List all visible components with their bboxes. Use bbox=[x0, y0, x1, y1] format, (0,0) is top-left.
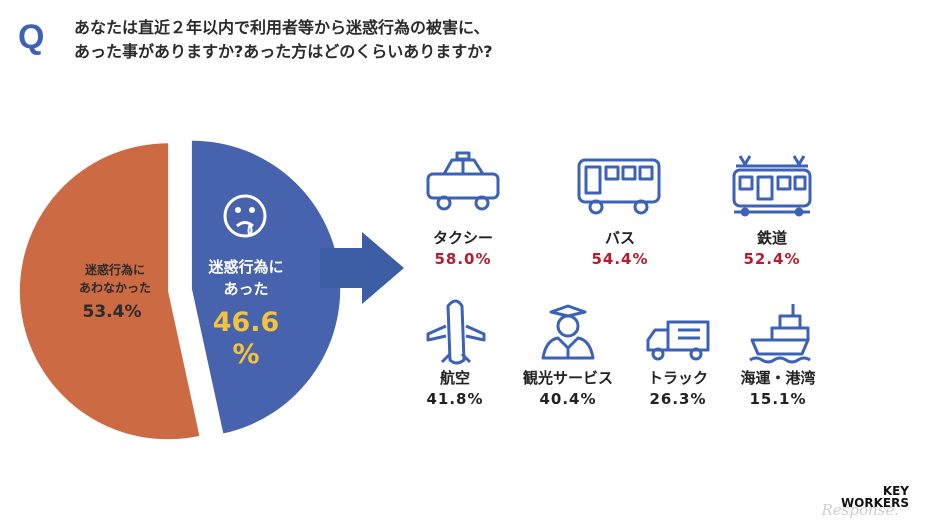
category-air: 航空 41.8% bbox=[405, 368, 505, 410]
category-label: 鉄道 bbox=[756, 229, 787, 247]
arrow-shape bbox=[320, 232, 404, 304]
pie-text-line: あわなかった bbox=[79, 281, 151, 295]
category-truck: トラック 26.3% bbox=[628, 368, 728, 410]
question-text: あなたは直近２年以内で利用者等から迷惑行為の被害に、 あった事がありますか?あっ… bbox=[74, 18, 493, 61]
train-icon bbox=[732, 155, 812, 217]
category-label: タクシー bbox=[432, 229, 493, 247]
pie-label-yes: 迷惑行為にあった bbox=[207, 258, 283, 298]
category-taxi: タクシー 58.0% bbox=[413, 228, 513, 270]
sad-face-icon bbox=[223, 194, 267, 238]
key-workers-logo: KEY WORKERS bbox=[841, 485, 909, 509]
category-value: 15.1% bbox=[749, 390, 807, 408]
pie-text-line: 迷惑行為に bbox=[84, 262, 145, 277]
pie-text-line: あった bbox=[223, 280, 268, 298]
logo-line2: WORKERS bbox=[840, 496, 909, 510]
category-label: バス bbox=[604, 229, 635, 247]
tour-guide-icon bbox=[541, 304, 595, 360]
category-shipping: 海運・港湾 15.1% bbox=[728, 368, 828, 410]
taxi-icon bbox=[426, 151, 500, 211]
pie-slice-no bbox=[19, 143, 200, 440]
category-tourism: 観光サービス 40.4% bbox=[508, 368, 628, 410]
watermark: Response. bbox=[821, 501, 899, 519]
category-value: 26.3% bbox=[649, 390, 707, 408]
pie-text-line: 迷惑行為に bbox=[207, 258, 283, 276]
ship-icon bbox=[749, 304, 811, 364]
category-train: 鉄道 52.4% bbox=[722, 228, 822, 270]
category-label: 海運・港湾 bbox=[740, 369, 816, 387]
category-value: 41.8% bbox=[426, 390, 484, 408]
category-value: 54.4% bbox=[591, 250, 649, 268]
pie-text-line: % bbox=[232, 339, 259, 370]
logo-line1: KEY bbox=[882, 484, 909, 498]
category-label: 航空 bbox=[439, 369, 470, 387]
category-value: 52.4% bbox=[743, 250, 801, 268]
category-bus: バス 54.4% bbox=[570, 228, 670, 270]
pie-text-line: 46.6 bbox=[213, 307, 280, 338]
airplane-icon bbox=[426, 299, 486, 365]
pie-label-no: 迷惑行為にあわなかった bbox=[79, 262, 151, 295]
pie-value-yes: 46.6% bbox=[213, 307, 280, 370]
question-mark: Q bbox=[18, 18, 45, 56]
pie-text-line: 53.4% bbox=[83, 302, 142, 322]
category-label: 観光サービス bbox=[522, 369, 613, 387]
pie-value-no: 53.4% bbox=[83, 302, 142, 322]
bus-icon bbox=[577, 158, 661, 215]
pie-slice-yes bbox=[191, 140, 341, 434]
category-value: 58.0% bbox=[434, 250, 492, 268]
category-value: 40.4% bbox=[539, 390, 597, 408]
truck-icon bbox=[646, 320, 710, 361]
category-label: トラック bbox=[647, 369, 708, 387]
